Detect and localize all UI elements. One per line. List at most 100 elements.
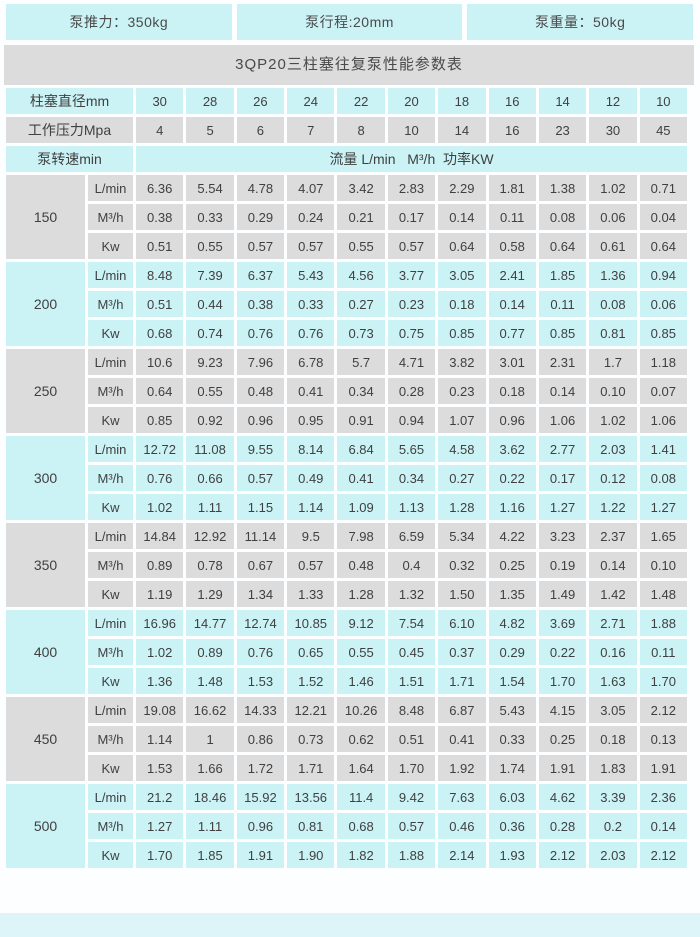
- pump-weight-cell: 泵重量：50kg: [467, 4, 694, 40]
- info-bar: 泵推力：350kg 泵行程:20mm 泵重量：50kg: [6, 4, 694, 40]
- value-cell: 1.32: [387, 581, 436, 607]
- value-cell: 0.55: [337, 233, 385, 259]
- table-row: 450 L/min 19.08 16.62 14.33 12.21 10.26 8.48 6.8…: [6, 697, 687, 781]
- value-cell: 0.27: [438, 465, 486, 491]
- value-cell: 0.21: [337, 204, 385, 230]
- value-cell: 11.08: [186, 436, 234, 462]
- value-cell: 1.49: [538, 581, 587, 607]
- table-row: 500 L/min 21.2 18.46 15.92 13.56 11.4 9.42 7.63 6…: [6, 784, 687, 868]
- table-row: Kw 1.36 1.48 1.53 1.52 1.46 1.51 1.71 1.54 1.70 1.…: [6, 668, 687, 694]
- value-cell: 0.77: [488, 320, 536, 346]
- diameter-value-cell: 10: [639, 88, 687, 114]
- table-row: M³/h 0.89 0.78 0.67 0.57 0.48 0.4 0.32 0.25 0.19 0…: [6, 552, 687, 578]
- table-row: Kw 0.51 0.55 0.57 0.57 0.55 0.57 0.64 0.58 0.64 0.…: [6, 233, 687, 259]
- value-cell: 0.64: [538, 233, 587, 259]
- value-cell: 0.51: [387, 726, 436, 752]
- value-cell: 0.33: [488, 726, 536, 752]
- unit-label-cell: Kw: [88, 407, 134, 433]
- value-cell: 12.21: [287, 697, 335, 723]
- value-cell: 16.96: [136, 610, 184, 636]
- value-cell: 0.11: [488, 204, 536, 230]
- value-cell: 0.16: [589, 639, 637, 665]
- value-cell: 21.2: [136, 784, 184, 810]
- value-cell: 0.33: [287, 291, 335, 317]
- value-cell: 3.62: [488, 436, 536, 462]
- value-cell: 5.54: [186, 175, 234, 201]
- value-cell: 0.57: [387, 813, 436, 839]
- table-row: Kw 0.85 0.92 0.96 0.95 0.91 0.94 1.07 0.96 1.06 1.…: [6, 407, 687, 433]
- value-cell: 0.81: [287, 813, 335, 839]
- unit-label-cell: L/min: [88, 523, 134, 549]
- value-cell: 0.66: [186, 465, 234, 491]
- value-cell: 12.92: [186, 523, 234, 549]
- value-cell: 0.06: [639, 291, 687, 317]
- value-cell: 5.43: [287, 262, 335, 288]
- value-cell: 0.28: [387, 378, 436, 404]
- value-cell: 0.45: [387, 639, 436, 665]
- value-cell: 4.58: [438, 436, 486, 462]
- rpm-cell: 450: [6, 697, 85, 781]
- value-cell: 0.2: [589, 813, 637, 839]
- value-cell: 0.68: [337, 813, 385, 839]
- unit-label-cell: Kw: [88, 668, 134, 694]
- value-cell: 1.13: [387, 494, 436, 520]
- value-cell: 0.92: [186, 407, 234, 433]
- table-row: 350 L/min 14.84 12.92 11.14 9.5 7.98 6.59 5.34 4.…: [6, 523, 687, 607]
- value-cell: 0.08: [538, 204, 587, 230]
- value-cell: 1.70: [639, 668, 687, 694]
- diameter-value-cell: 14: [538, 88, 587, 114]
- value-cell: 1.27: [538, 494, 587, 520]
- value-cell: 2.29: [438, 175, 486, 201]
- value-cell: 7.63: [438, 784, 486, 810]
- value-cell: 16.62: [186, 697, 234, 723]
- unit-label-cell: L/min: [88, 436, 134, 462]
- value-cell: 0.41: [438, 726, 486, 752]
- value-cell: 0.94: [387, 407, 436, 433]
- value-cell: 1.06: [639, 407, 687, 433]
- value-cell: 1.02: [589, 407, 637, 433]
- value-cell: 0.48: [337, 552, 385, 578]
- value-cell: 2.37: [589, 523, 637, 549]
- value-cell: 2.12: [538, 842, 587, 868]
- value-cell: 0.06: [589, 204, 637, 230]
- value-cell: 0.58: [488, 233, 536, 259]
- table-row: M³/h 0.76 0.66 0.57 0.49 0.41 0.34 0.27 0.22 0.17…: [6, 465, 687, 491]
- value-cell: 3.39: [589, 784, 637, 810]
- pressure-value-cell: 14: [438, 117, 486, 143]
- value-cell: 0.64: [136, 378, 184, 404]
- table-row: M³/h 0.64 0.55 0.48 0.41 0.34 0.28 0.23 0.18 0.14…: [6, 378, 687, 404]
- value-cell: 2.77: [538, 436, 587, 462]
- value-cell: 1.88: [639, 610, 687, 636]
- value-cell: 1.72: [236, 755, 285, 781]
- table-row: 250 L/min 10.6 9.23 7.96 6.78 5.7 4.71 3.82 3.01 2…: [6, 349, 687, 433]
- value-cell: 19.08: [136, 697, 184, 723]
- value-cell: 5.43: [488, 697, 536, 723]
- value-cell: 1.46: [337, 668, 385, 694]
- value-cell: 1.28: [337, 581, 385, 607]
- pressure-value-cell: 10: [387, 117, 436, 143]
- value-cell: 1.11: [186, 494, 234, 520]
- value-cell: 1.14: [287, 494, 335, 520]
- value-cell: 0.73: [287, 726, 335, 752]
- value-cell: 3.05: [589, 697, 637, 723]
- value-cell: 0.24: [287, 204, 335, 230]
- value-cell: 1.42: [589, 581, 637, 607]
- value-cell: 1.48: [186, 668, 234, 694]
- value-cell: 18.46: [186, 784, 234, 810]
- diameter-value-cell: 24: [287, 88, 335, 114]
- value-cell: 0.11: [538, 291, 587, 317]
- value-cell: 1.51: [387, 668, 436, 694]
- value-cell: 5.65: [387, 436, 436, 462]
- unit-label-cell: M³/h: [88, 378, 134, 404]
- unit-label-cell: Kw: [88, 581, 134, 607]
- value-cell: 0.17: [538, 465, 587, 491]
- table-row: Kw 1.02 1.11 1.15 1.14 1.09 1.13 1.28 1.16 1.27 1.…: [6, 494, 687, 520]
- value-cell: 0.64: [639, 233, 687, 259]
- value-cell: 0.81: [589, 320, 637, 346]
- value-cell: 6.78: [287, 349, 335, 375]
- value-cell: 0.08: [589, 291, 637, 317]
- value-cell: 0.64: [438, 233, 486, 259]
- value-cell: 0.96: [488, 407, 536, 433]
- unit-label-cell: Kw: [88, 320, 134, 346]
- table-row: M³/h 0.51 0.44 0.38 0.33 0.27 0.23 0.18 0.14 0.11…: [6, 291, 687, 317]
